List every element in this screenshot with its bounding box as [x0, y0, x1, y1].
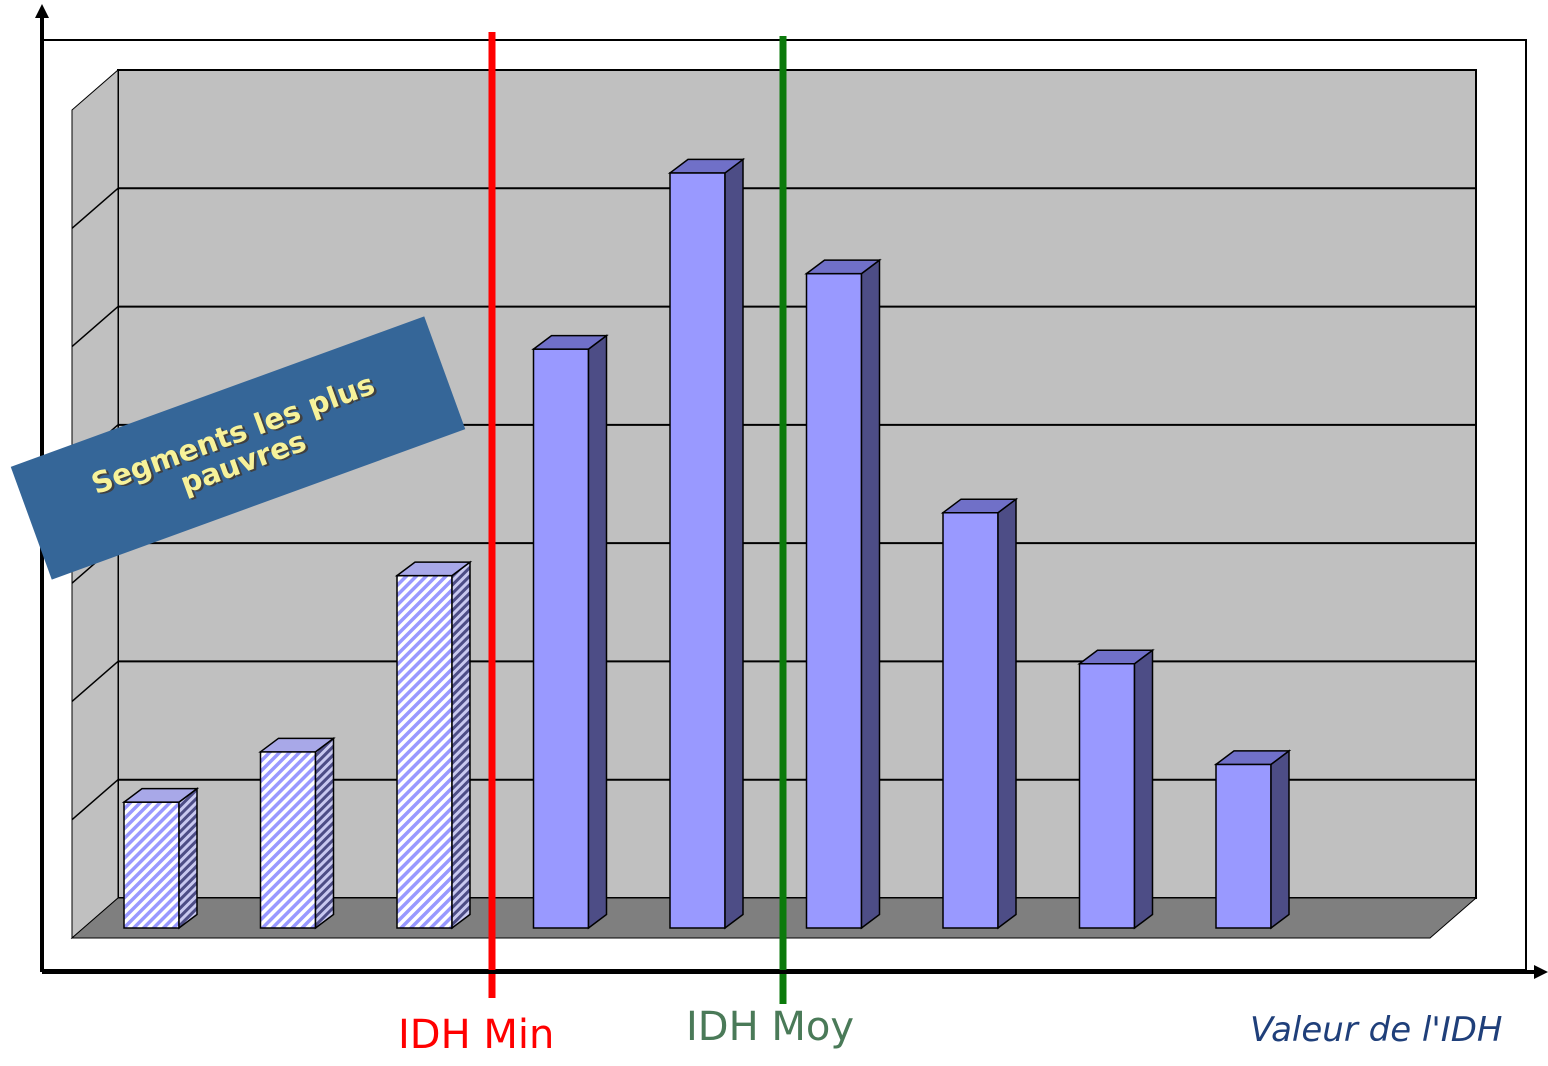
- bar: [1078, 662, 1136, 929]
- bar-side: [860, 258, 881, 930]
- bar-top: [1077, 649, 1155, 665]
- idh-moy-label: IDH Moy: [686, 1004, 855, 1050]
- bar-side: [451, 560, 471, 930]
- bar-side: [178, 787, 198, 930]
- gridline-side: [71, 187, 119, 229]
- bar-side: [1270, 749, 1290, 930]
- bar-top: [804, 259, 882, 275]
- x-axis-arrow: [1534, 965, 1548, 979]
- bar: [532, 348, 590, 929]
- bar-side: [314, 736, 335, 930]
- bar: [942, 511, 999, 929]
- y-axis-arrow: [35, 4, 49, 18]
- bar-top: [667, 158, 746, 174]
- x-axis-label: Valeur de l'IDH: [1250, 1010, 1503, 1050]
- bar-top: [394, 561, 473, 577]
- bar-top: [1213, 750, 1292, 766]
- gridline-side: [71, 306, 119, 348]
- bar-side: [1133, 648, 1154, 930]
- bar: [1215, 763, 1272, 929]
- gridline-side: [71, 660, 119, 702]
- bar: [396, 574, 453, 929]
- bar-side: [997, 497, 1017, 930]
- bar: [805, 272, 863, 929]
- idh-min-label: IDH Min: [398, 1012, 555, 1058]
- bar: [259, 751, 317, 929]
- bar-top: [940, 498, 1019, 514]
- bar-top: [258, 737, 336, 753]
- bar-top: [531, 334, 609, 350]
- bar-top: [121, 787, 200, 803]
- bar-side: [587, 334, 608, 930]
- bar: [123, 801, 180, 929]
- bar: [669, 172, 726, 929]
- bar-side: [724, 157, 744, 930]
- gridline-side: [71, 779, 119, 821]
